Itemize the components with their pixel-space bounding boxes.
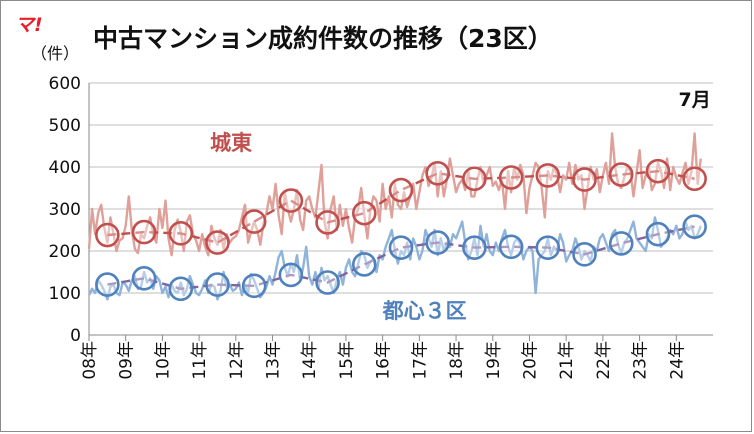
chart-title: 中古マンション成約件数の推移（23区） (93, 24, 553, 53)
x-tick-label-15: 23年 (631, 341, 651, 380)
series-monthly-line-0 (87, 132, 702, 257)
y-tick-label-500: 500 (49, 116, 81, 136)
x-tick-label-9: 17年 (410, 341, 430, 380)
x-tick-label-7: 15年 (337, 341, 357, 380)
annual-point-0-7 (351, 200, 377, 226)
annual-point-1-9 (425, 230, 451, 255)
y-tick-label-300: 300 (49, 200, 81, 220)
annual-point-0-6 (315, 210, 340, 235)
annual-point-1-5 (278, 262, 304, 288)
x-tick-label-10: 18年 (447, 341, 467, 380)
annual-point-0-5 (278, 188, 304, 213)
annotation-layer: 7月 (679, 89, 711, 111)
y-tick-label-0: 0 (70, 326, 81, 346)
annual-point-1-3 (205, 272, 230, 297)
x-tick-label-8: 16年 (374, 341, 394, 380)
annual-point-0-13 (572, 167, 597, 192)
x-tick-label-16: 24年 (667, 341, 687, 380)
y-tick-label-200: 200 (49, 242, 81, 262)
annual-point-1-16 (682, 214, 707, 239)
annual-point-1-11 (498, 234, 524, 260)
annual-point-1-13 (572, 242, 597, 267)
x-tick-label-2: 10年 (153, 341, 173, 380)
annual-point-0-9 (425, 161, 451, 186)
gridlines (88, 82, 713, 341)
y-unit-label: （件） (31, 44, 79, 63)
annual-point-1-7 (351, 252, 377, 277)
annual-point-1-14 (608, 231, 634, 256)
annual-point-0-3 (205, 230, 230, 255)
y-tick-label-600: 600 (49, 74, 81, 94)
annual-point-0-10 (462, 166, 487, 192)
annual-point-0-0 (95, 222, 120, 248)
series-trend-line-0 (107, 169, 695, 244)
y-tick-label-400: 400 (49, 158, 81, 178)
annotation-0: 7月 (679, 89, 711, 111)
series-label-1: 都心３区 (382, 299, 467, 323)
annual-point-1-8 (388, 235, 414, 260)
annual-point-0-15 (645, 158, 671, 184)
annual-point-0-16 (682, 166, 707, 192)
x-tick-label-1: 09年 (117, 341, 137, 380)
annual-point-0-1 (131, 219, 157, 245)
x-tick-labels: 08年 09年 10年 11年 12年 13年 14年 15年 16年 17年 18年 19年 20年 2… (80, 341, 687, 380)
annual-point-1-4 (241, 273, 267, 299)
x-tick-label-13: 21年 (557, 341, 577, 380)
x-tick-label-12: 20年 (520, 341, 540, 380)
x-tick-label-4: 12年 (227, 341, 247, 380)
x-tick-label-14: 22年 (594, 341, 614, 380)
annual-point-0-14 (608, 162, 634, 187)
x-tick-label-0: 08年 (80, 341, 100, 380)
x-tick-label-11: 19年 (484, 341, 504, 380)
x-tick-label-6: 14年 (300, 341, 320, 380)
y-tick-label-100: 100 (49, 284, 81, 304)
annual-point-1-2 (168, 276, 194, 302)
series-label-0: 城東 (210, 131, 252, 155)
annual-point-0-11 (498, 165, 524, 190)
annual-point-1-15 (645, 221, 671, 247)
annual-point-1-10 (462, 235, 487, 260)
annual-point-1-12 (535, 235, 561, 260)
annual-point-1-1 (131, 265, 157, 291)
annual-point-0-8 (388, 177, 414, 203)
annual-point-0-12 (535, 163, 561, 188)
annual-point-0-4 (241, 209, 267, 234)
logo: マ! (15, 14, 43, 36)
y-tick-labels: 0 100 200 300 400 500 600 (49, 74, 81, 346)
annual-point-1-0 (95, 272, 120, 297)
x-tick-label-5: 13年 (264, 341, 284, 380)
x-tick-label-3: 11年 (190, 341, 210, 380)
annual-point-0-2 (168, 221, 194, 246)
annual-point-1-6 (315, 270, 340, 295)
